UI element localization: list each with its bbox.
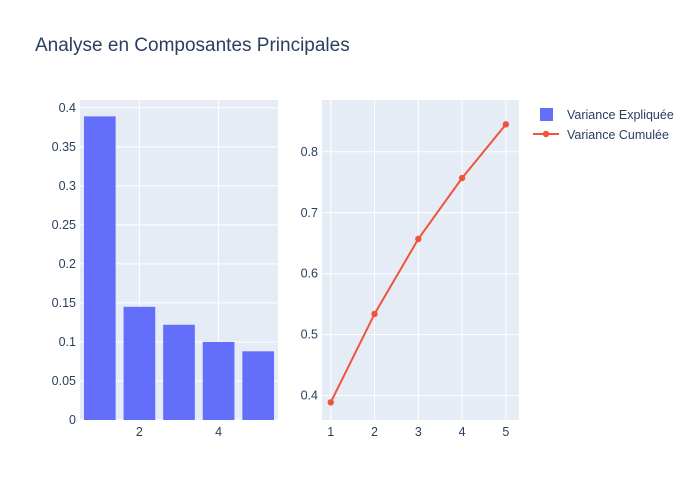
- y-tick-label: 0.25: [52, 218, 76, 232]
- y-axis-right: 0.4 0.5 0.6 0.7 0.8: [301, 145, 318, 403]
- grid-right: [322, 100, 519, 420]
- point-2[interactable]: [371, 310, 378, 318]
- point-1[interactable]: [327, 399, 334, 406]
- y-tick-label: 0.1: [59, 335, 76, 349]
- y-tick-label: 0.7: [301, 206, 318, 220]
- y-tick-label: 0: [69, 413, 76, 427]
- legend-bar-label: Variance Expliquée: [567, 108, 674, 122]
- bar-1[interactable]: [83, 116, 116, 420]
- y-tick-label: 0.8: [301, 145, 318, 159]
- y-tick-label: 0.15: [52, 296, 76, 310]
- x-axis-right: 1 2 3 4 5: [327, 425, 509, 439]
- y-tick-label: 0.4: [59, 101, 76, 115]
- legend-bar-swatch: [540, 108, 553, 121]
- x-tick-label: 3: [415, 425, 422, 439]
- line-right: [327, 121, 510, 406]
- y-tick-label: 0.35: [52, 140, 76, 154]
- legend[interactable]: Variance Expliquée Variance Cumulée: [533, 108, 674, 142]
- plot-area-right: [322, 100, 519, 420]
- y-tick-label: 0.5: [301, 328, 318, 342]
- bar-2[interactable]: [123, 306, 156, 420]
- y-tick-label: 0.3: [59, 179, 76, 193]
- point-4[interactable]: [458, 174, 466, 182]
- legend-line-marker: [542, 130, 550, 138]
- x-tick-label: 2: [371, 425, 378, 439]
- point-5[interactable]: [502, 121, 510, 128]
- x-tick-label: 4: [459, 425, 466, 439]
- y-tick-label: 0.6: [301, 267, 318, 281]
- chart-title: Analyse en Composantes Principales: [35, 35, 350, 56]
- legend-item-bar[interactable]: Variance Expliquée: [540, 108, 674, 122]
- y-tick-label: 0.05: [52, 374, 76, 388]
- point-3[interactable]: [415, 235, 422, 243]
- x-tick-label: 5: [502, 425, 509, 439]
- cumulative-variance-panel: 0.4 0.5 0.6 0.7 0.8 1 2 3 4 5: [301, 100, 519, 439]
- y-axis-left: 0 0.05 0.1 0.15 0.2 0.25 0.3 0.35 0.4: [52, 101, 76, 427]
- bar-5[interactable]: [242, 351, 275, 420]
- bar-4[interactable]: [202, 341, 235, 420]
- x-tick-label: 2: [136, 425, 143, 439]
- x-tick-label: 1: [327, 425, 334, 439]
- y-tick-label: 0.4: [301, 389, 318, 403]
- bars-left: [83, 116, 275, 420]
- legend-item-line[interactable]: Variance Cumulée: [533, 128, 669, 142]
- x-tick-label: 4: [215, 425, 222, 439]
- legend-line-label: Variance Cumulée: [567, 128, 669, 142]
- bar-3[interactable]: [163, 324, 195, 420]
- y-tick-label: 0.2: [59, 257, 76, 271]
